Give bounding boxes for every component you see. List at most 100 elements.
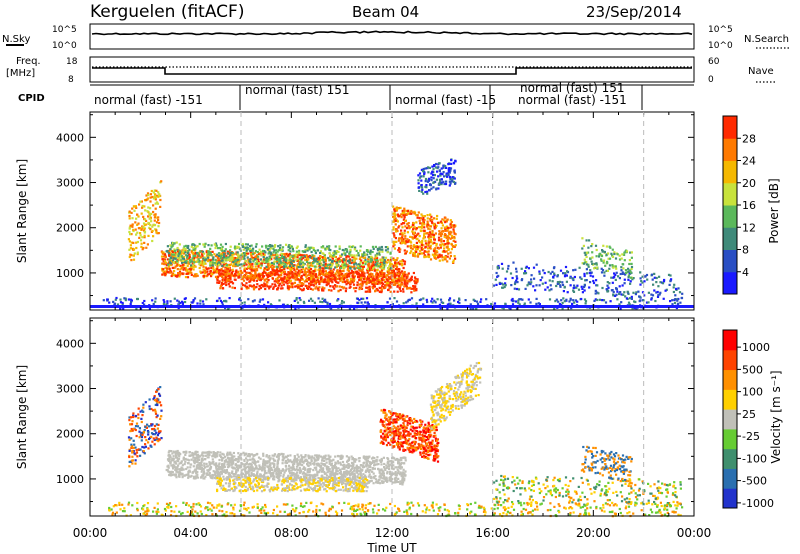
echo-cell [341,300,344,303]
echo-cell [370,275,373,278]
echo-cell [448,302,451,305]
echo-cell [451,176,454,179]
echo-cell [326,275,329,278]
echo-cell [628,272,631,275]
echo-cell [632,291,635,294]
echo-cell [370,255,373,258]
echo-cell [445,166,448,169]
echo-cell [205,258,208,261]
echo-cell [245,263,248,266]
echo-cell [630,265,634,269]
echo-cell [448,233,451,236]
echo-cell [192,299,195,302]
echo-cell [131,224,134,227]
echo-cell [410,278,414,281]
echo-cell [139,239,143,242]
echo-cell [169,263,172,267]
echo-cell [376,249,380,252]
echo-cell [309,264,312,267]
echo-cell [312,284,315,287]
echo-cell [375,273,378,276]
echo-cell [311,272,314,275]
echo-cell [154,403,157,406]
echo-cell [369,290,372,293]
echo-cell [393,212,396,215]
echo-cell [384,280,387,284]
echo-cell [572,269,575,272]
echo-cell [361,253,364,256]
echo-cell [119,301,123,304]
echo-cell [158,438,161,441]
echo-cell [188,262,191,265]
echo-cell [423,219,426,222]
echo-cell [342,261,345,264]
echo-cell [584,300,588,303]
echo-cell [259,298,262,301]
echo-cell [315,265,318,268]
echo-cell [231,268,234,271]
echo-cell [517,301,520,304]
echo-cell [437,254,440,257]
echo-cell [386,261,389,264]
echo-cell [585,252,588,255]
echo-cell [342,266,345,269]
echo-cell [193,297,197,300]
echo-cell [178,252,181,255]
echo-cell [209,247,212,250]
echo-cell [230,280,233,283]
echo-cell [303,280,306,283]
echo-cell [399,260,402,263]
echo-cell [223,250,226,253]
echo-cell [297,263,300,266]
echo-cell [140,439,143,442]
echo-cell [503,285,506,289]
echo-cell [443,247,446,250]
echo-cell [590,271,593,274]
echo-cell [156,403,159,407]
echo-cell [279,247,282,250]
echo-cell [158,394,162,397]
echo-cell [339,266,343,269]
echo-cell [201,255,204,258]
echo-cell [308,270,311,273]
echo-cell [378,275,381,278]
echo-cell [453,177,456,180]
echo-cell [440,230,443,233]
echo-cell [138,203,141,206]
echo-cell [154,213,157,216]
echo-cell [331,277,334,280]
echo-cell [131,217,134,220]
echo-cell [162,299,165,302]
echo-cell [143,303,146,306]
echo-cell [403,271,406,274]
echo-cell [397,249,400,252]
echo-cell [273,245,276,248]
echo-cell [413,254,416,257]
echo-cell [287,279,290,282]
echo-cell [452,180,455,184]
echo-cell [270,261,274,265]
echo-cell [215,299,219,303]
echo-cell [356,297,359,300]
echo-cell [446,260,449,263]
echo-cell [222,277,225,280]
cpid-segment-label: normal (fast) -151 [94,93,203,107]
echo-cell [385,284,388,287]
echo-cell [414,276,417,279]
echo-cell [611,289,614,292]
echo-cell [280,252,283,255]
echo-cell [183,245,186,248]
echo-cell [176,268,179,271]
echo-cell [402,277,405,280]
echo-cell [155,423,158,426]
echo-cell [227,266,230,269]
echo-cell [613,251,616,254]
echo-cell [251,262,254,266]
echo-cell [143,446,146,449]
echo-cell [392,242,395,245]
echo-cell [581,262,584,265]
echo-cell [583,272,586,275]
echo-cell [202,262,205,265]
echo-cell [428,189,431,192]
echo-cell [282,253,285,256]
